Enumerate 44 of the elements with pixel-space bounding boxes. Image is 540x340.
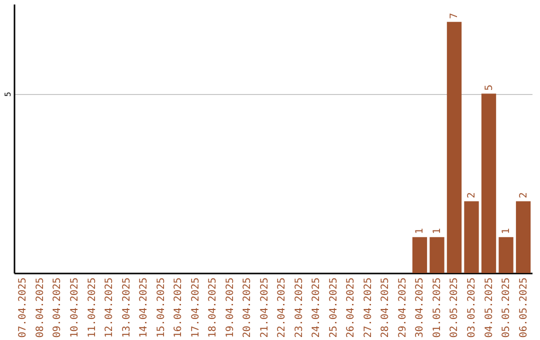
- x-tick-label: 23.04.2025: [294, 278, 305, 338]
- x-tick-label: 16.04.2025: [173, 278, 184, 338]
- x-tick-label: 25.04.2025: [328, 278, 340, 338]
- x-tick-label: 30.04.2025: [414, 278, 426, 338]
- x-tick-label: 29.04.2025: [397, 278, 408, 338]
- x-tick-label: 18.04.2025: [208, 278, 219, 338]
- data-label: 5: [484, 84, 495, 91]
- data-label: 7: [449, 12, 460, 19]
- x-tick-label: 13.04.2025: [121, 278, 132, 338]
- bar: [498, 237, 514, 273]
- data-label: 2: [466, 192, 478, 198]
- bar: [430, 237, 444, 273]
- x-tick-label: 14.04.2025: [138, 278, 150, 338]
- x-tick-label: 22.04.2025: [276, 278, 288, 338]
- x-tick-label: 08.04.2025: [34, 278, 46, 338]
- x-tick-label: 24.04.2025: [311, 278, 322, 338]
- x-tick-label: 21.04.2025: [259, 278, 270, 338]
- x-tick-label: 12.04.2025: [104, 278, 116, 338]
- x-tick-label: 15.04.2025: [156, 278, 167, 338]
- x-tick-label: 11.04.2025: [86, 278, 98, 338]
- x-tick-label: 19.04.2025: [224, 278, 236, 338]
- x-tick-label: 07.04.2025: [18, 278, 29, 338]
- x-tick-label: 20.04.2025: [242, 278, 254, 338]
- x-tick-label: 02.05.2025: [449, 278, 460, 338]
- bar: [464, 201, 479, 273]
- data-label: 1: [414, 228, 426, 234]
- x-tick-label: 04.05.2025: [484, 278, 495, 338]
- x-tick-label: 01.05.2025: [432, 278, 443, 338]
- x-tick-label: 05.05.2025: [501, 278, 512, 338]
- x-tick-label: 17.04.2025: [190, 278, 202, 338]
- data-label: 2: [518, 192, 530, 198]
- bar: [446, 22, 462, 273]
- x-tick-label: 06.05.2025: [518, 278, 530, 338]
- bar: [481, 94, 496, 273]
- x-tick-label: 27.04.2025: [362, 278, 374, 338]
- x-tick-label: 03.05.2025: [466, 278, 478, 338]
- bar: [516, 201, 531, 273]
- bar: [412, 237, 428, 273]
- x-tick-label: 09.04.2025: [52, 278, 64, 338]
- data-label: 1: [432, 228, 443, 234]
- x-tick-label: 26.04.2025: [346, 278, 357, 338]
- x-tick-label: 10.04.2025: [70, 278, 80, 338]
- data-label: 1: [501, 228, 512, 234]
- x-tick-label: 28.04.2025: [380, 278, 392, 338]
